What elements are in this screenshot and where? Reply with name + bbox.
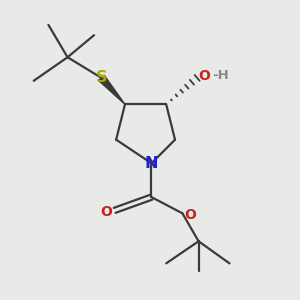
Text: N: N [145,156,158,171]
Text: O: O [199,68,211,83]
Text: O: O [100,205,112,219]
Text: O: O [185,208,197,222]
Polygon shape [99,75,125,104]
Text: S: S [96,70,107,86]
Text: -H: -H [212,69,229,82]
